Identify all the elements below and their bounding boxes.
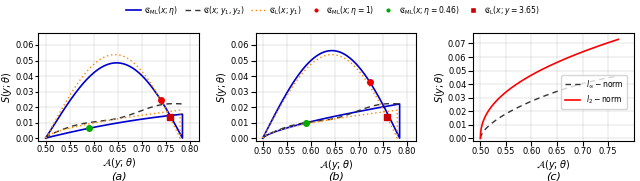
$l_\infty-\mathrm{norm}$: [559, 89, 566, 91]
$l_\infty-\mathrm{norm}$: [551, 91, 559, 93]
X-axis label: $\mathcal{A}(y;\theta)$: $\mathcal{A}(y;\theta)$: [319, 158, 353, 172]
Text: (b): (b): [328, 172, 344, 181]
$l_\infty-\mathrm{norm}$: [477, 137, 484, 140]
$l_2-\mathrm{norm}$: [614, 38, 622, 41]
$l_2-\mathrm{norm}$: [559, 59, 566, 61]
$l_2-\mathrm{norm}$: [477, 137, 484, 140]
Text: (c): (c): [546, 172, 561, 181]
Y-axis label: $S(y;\theta)$: $S(y;\theta)$: [1, 71, 14, 103]
$l_\infty-\mathrm{norm}$: [611, 75, 619, 78]
Text: (a): (a): [111, 172, 127, 181]
X-axis label: $\mathcal{A}(y;\theta)$: $\mathcal{A}(y;\theta)$: [536, 158, 570, 172]
$l_2-\mathrm{norm}$: [543, 66, 550, 68]
Y-axis label: $S(y;\theta)$: $S(y;\theta)$: [216, 71, 229, 103]
$l_2-\mathrm{norm}$: [542, 66, 550, 69]
$l_\infty-\mathrm{norm}$: [542, 94, 550, 96]
$l_2-\mathrm{norm}$: [611, 39, 619, 41]
$l_\infty-\mathrm{norm}$: [589, 80, 597, 82]
Y-axis label: $S(y;\theta)$: $S(y;\theta)$: [433, 71, 447, 103]
$l_2-\mathrm{norm}$: [589, 47, 597, 49]
$l_\infty-\mathrm{norm}$: [614, 75, 622, 77]
Legend: $l_\infty-\mathrm{norm}$, $l_2-\mathrm{norm}$: $l_\infty-\mathrm{norm}$, $l_2-\mathrm{n…: [561, 75, 627, 109]
$l_2-\mathrm{norm}$: [551, 62, 559, 64]
Line: $l_\infty-\mathrm{norm}$: $l_\infty-\mathrm{norm}$: [481, 76, 618, 138]
Line: $l_2-\mathrm{norm}$: $l_2-\mathrm{norm}$: [481, 39, 618, 138]
Legend: $\mathfrak{C}_\mathrm{ML}(x;\eta)$, $\mathfrak{C}(x;y_1,y_2)$, $\mathfrak{C}_\ma: $\mathfrak{C}_\mathrm{ML}(x;\eta)$, $\ma…: [125, 2, 541, 18]
X-axis label: $\mathcal{A}(y;\theta)$: $\mathcal{A}(y;\theta)$: [102, 156, 136, 170]
$l_\infty-\mathrm{norm}$: [543, 94, 550, 96]
